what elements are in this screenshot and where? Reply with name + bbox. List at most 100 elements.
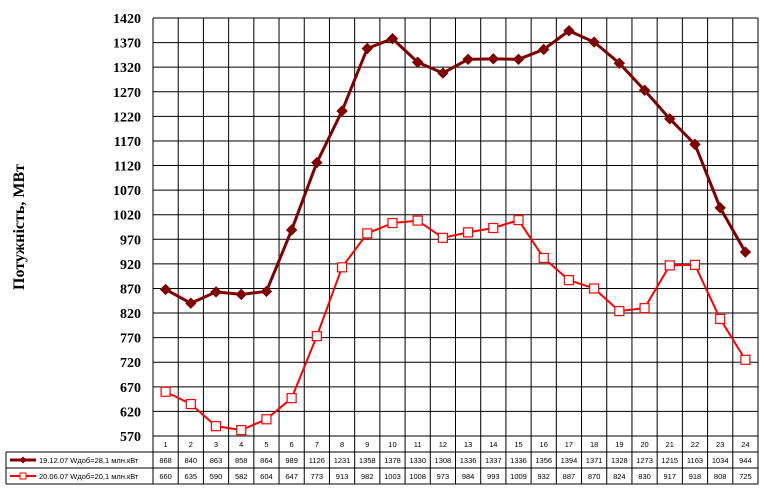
data-table-value: 1356 [535, 456, 552, 465]
data-table-value: 808 [714, 472, 727, 481]
data-point [235, 288, 247, 301]
data-table-value: 858 [235, 456, 248, 465]
data-table-value: 635 [185, 472, 198, 481]
data-table-value: 1337 [485, 456, 502, 465]
data-table: 1 2 3 4 5 6 7 8 9 10 11 12 13 14 15 16 17 18 19 20 21 22 23 241… [5, 435, 759, 485]
data-table-value: 590 [210, 472, 223, 481]
x-tick-label: 17 [565, 440, 573, 449]
data-point [538, 43, 550, 56]
data-point [513, 215, 524, 226]
data-table-value: 868 [159, 456, 172, 465]
data-point [362, 228, 373, 239]
x-tick-label: 3 [214, 440, 218, 449]
x-tick-label: 11 [414, 440, 422, 449]
x-tick-label: 14 [489, 440, 497, 449]
data-table-value: 1308 [435, 456, 452, 465]
data-point [286, 393, 297, 404]
data-point [563, 25, 575, 37]
data-point [538, 252, 549, 264]
data-point [386, 32, 399, 45]
data-point [739, 246, 752, 258]
grid-lines [152, 17, 759, 437]
x-tick-label: 13 [464, 440, 472, 449]
y-tick-label: 1220 [113, 110, 141, 125]
data-point [336, 105, 348, 117]
y-tick-label: 620 [120, 405, 141, 420]
data-point [588, 36, 600, 48]
y-tick-label: 1270 [113, 86, 141, 101]
y-tick-label: 1420 [113, 12, 141, 27]
y-axis-ticks: 570 620 670 720 770 820 870 920 970 1020 1070 1120 1… [113, 12, 141, 445]
x-tick-label: 18 [590, 440, 598, 449]
data-table-value: 1371 [586, 456, 603, 465]
data-point [311, 156, 323, 169]
data-point [715, 313, 726, 325]
data-table-value: 864 [260, 456, 273, 465]
data-table-value: 993 [487, 472, 500, 481]
data-table-value: 1231 [334, 456, 351, 465]
x-tick-label: 12 [439, 440, 447, 449]
data-point [285, 224, 298, 236]
x-tick-label: 15 [514, 440, 522, 449]
data-table-value: 932 [537, 472, 550, 481]
data-point [261, 414, 272, 425]
x-tick-label: 9 [365, 440, 369, 449]
data-table-value: 660 [159, 472, 172, 481]
data-point [740, 354, 751, 365]
y-tick-label: 1170 [114, 135, 141, 150]
data-table-value: 1358 [359, 456, 376, 465]
legend-entry: 19.12.07 Wдоб=28,1 млн.кВт [39, 456, 139, 465]
x-tick-label: 5 [264, 440, 268, 449]
x-tick-label: 20 [640, 440, 648, 449]
x-tick-label: 21 [666, 440, 674, 449]
data-point [488, 222, 499, 234]
data-table-value: 887 [563, 472, 576, 481]
data-point [437, 67, 449, 79]
data-point [159, 283, 172, 296]
y-tick-label: 820 [120, 307, 141, 322]
data-table-value: 917 [664, 472, 677, 481]
data-table-value: 1034 [712, 456, 729, 465]
data-point [437, 232, 448, 243]
data-point [689, 138, 701, 151]
y-tick-label: 1320 [113, 61, 141, 76]
x-tick-label: 19 [615, 440, 623, 449]
data-point [614, 305, 625, 317]
x-tick-label: 4 [239, 440, 243, 449]
data-table-value: 830 [638, 472, 651, 481]
data-table-value: 863 [210, 456, 223, 465]
x-tick-label: 22 [691, 440, 699, 449]
data-table-value: 1008 [409, 472, 426, 481]
data-point [639, 303, 650, 314]
series-lines [159, 25, 752, 436]
x-tick-label: 8 [340, 440, 344, 449]
x-tick-label: 2 [189, 440, 193, 449]
data-point [411, 56, 424, 68]
data-point [462, 53, 474, 66]
data-table-value: 1336 [460, 456, 477, 465]
data-point [487, 53, 500, 65]
data-point [613, 57, 626, 69]
data-table-value: 982 [361, 472, 374, 481]
data-point [563, 275, 575, 286]
data-table-value: 1215 [661, 456, 678, 465]
data-table-value: 773 [311, 472, 324, 481]
y-tick-label: 720 [120, 356, 141, 371]
data-point [589, 283, 600, 294]
data-point [185, 297, 197, 309]
y-tick-label: 920 [120, 258, 141, 273]
x-tick-label: 16 [540, 440, 548, 449]
data-point [638, 84, 651, 96]
data-table-value: 604 [260, 472, 273, 481]
data-table-value: 1163 [687, 456, 703, 465]
data-table-value: 1330 [409, 456, 426, 465]
data-table-value: 840 [185, 456, 198, 465]
data-table-value: 944 [739, 456, 752, 465]
y-axis-label: Потужність, МВт [11, 164, 28, 290]
data-point [210, 421, 222, 432]
data-point [664, 113, 676, 125]
legend-marker [19, 472, 27, 480]
x-tick-label: 6 [290, 440, 294, 449]
